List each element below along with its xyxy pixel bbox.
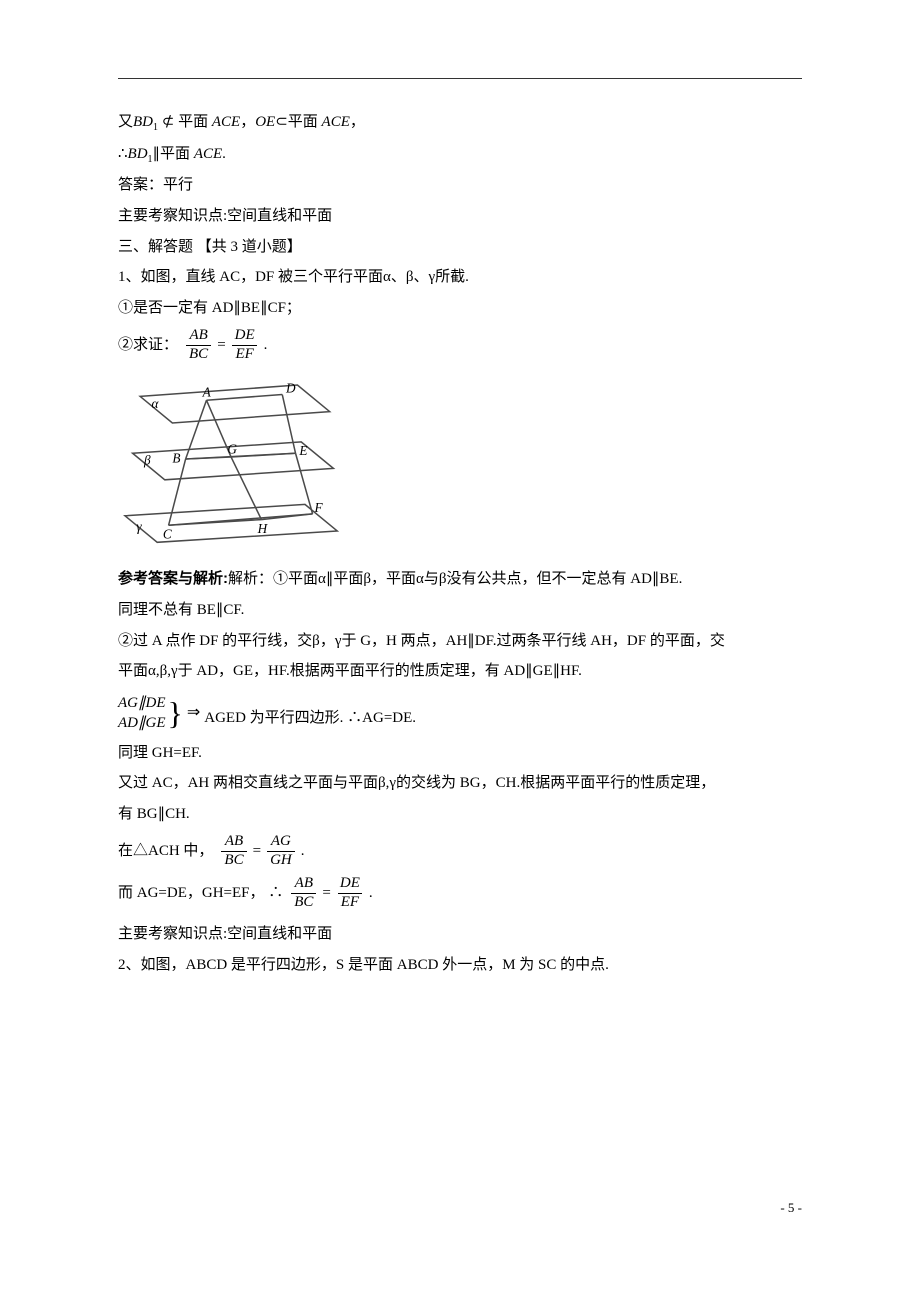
implies-arrow: ⇒ — [187, 697, 200, 730]
line-16: 有 BG∥CH. — [118, 799, 802, 830]
brace-conditions: AG∥DE AD∥GE — [118, 693, 166, 734]
denominator: GH — [267, 851, 295, 869]
fraction-ab-bc: AB BC — [291, 876, 316, 911]
page-number: - 5 - — [780, 1195, 802, 1222]
text: 解析：①平面α∥平面β，平面α与β没有公共点，但不一定总有 AD∥BE. — [228, 571, 682, 587]
line-12: 平面α,β,γ于 AD，GE，HF.根据两平面平行的性质定理，有 AD∥GE∥H… — [118, 656, 802, 687]
var-oe: OE — [255, 114, 275, 130]
numerator: AB — [186, 328, 210, 345]
svg-text:F: F — [313, 500, 323, 515]
numerator: AB — [222, 834, 246, 851]
text: ， — [350, 114, 365, 130]
denominator: BC — [291, 893, 316, 911]
line-1: 又BD1 ⊄ 平面 ACE，OE⊂平面 ACE， — [118, 107, 802, 139]
line-18-lead: 而 AG=DE，GH=EF， ∴ — [118, 878, 283, 909]
line-8-lead: ②求证： — [118, 330, 178, 361]
svg-text:H: H — [257, 521, 269, 536]
text: ， — [240, 114, 255, 130]
text: ∥平面 — [153, 146, 194, 162]
numerator: AB — [292, 876, 316, 893]
fraction-de-ef: DE EF — [337, 876, 363, 911]
line-11: ②过 A 点作 DF 的平行线，交β，γ于 G，H 两点，AH∥DF.过两条平行… — [118, 626, 802, 657]
line-15: 又过 AC，AH 两相交直线之平面与平面β,γ的交线为 BG，CH.根据两平面平… — [118, 768, 802, 799]
line-7: ①是否一定有 AD∥BE∥CF； — [118, 293, 802, 324]
fraction-de-ef: DE EF — [232, 328, 258, 363]
var-ace: ACE — [212, 114, 240, 130]
svg-text:A: A — [202, 385, 212, 400]
denominator: BC — [186, 345, 211, 363]
denominator: EF — [338, 893, 362, 911]
line-6: 1、如图，直线 AC，DF 被三个平行平面α、β、γ所截. — [118, 262, 802, 293]
line-9: 参考答案与解析:解析：①平面α∥平面β，平面α与β没有公共点，但不一定总有 AD… — [118, 564, 802, 595]
brace-tail: AGED 为平行四边形. ∴AG=DE. — [204, 703, 416, 734]
fraction-ag-gh: AG GH — [267, 834, 295, 869]
text: ∴ — [118, 146, 128, 162]
denominator: BC — [221, 851, 246, 869]
line-8-fraction-row: ②求证： AB BC = DE EF . — [118, 328, 802, 363]
brace-implication-row: AG∥DE AD∥GE } ⇒ AGED 为平行四边形. ∴AG=DE. — [118, 693, 802, 734]
line-10: 同理不总有 BE∥CF. — [118, 595, 802, 626]
svg-text:β: β — [143, 453, 151, 468]
line-2: ∴BD1∥平面 ACE. — [118, 139, 802, 171]
line-17-fraction-row: 在△ACH 中， AB BC = AG GH . — [118, 834, 802, 869]
text: 又 — [118, 114, 133, 130]
svg-text:D: D — [285, 381, 296, 396]
text: . — [222, 146, 226, 162]
equals: = — [249, 836, 265, 867]
fraction-ab-bc: AB BC — [221, 834, 246, 869]
cond-top: AG∥DE — [118, 693, 166, 713]
answer-label: 参考答案与解析: — [118, 570, 228, 587]
line-4: 主要考察知识点:空间直线和平面 — [118, 201, 802, 232]
line-17-lead: 在△ACH 中， — [118, 836, 213, 867]
line-3: 答案：平行 — [118, 170, 802, 201]
numerator: DE — [337, 876, 363, 893]
period: . — [264, 330, 268, 361]
svg-text:G: G — [227, 442, 237, 457]
svg-text:E: E — [298, 443, 307, 458]
denominator: EF — [232, 345, 256, 363]
svg-text:C: C — [163, 527, 172, 542]
text: ⊂平面 — [275, 114, 321, 130]
var-bd1: BD — [128, 146, 148, 162]
equals: = — [318, 878, 334, 909]
period: . — [301, 836, 305, 867]
numerator: AG — [268, 834, 294, 851]
line-20: 2、如图，ABCD 是平行四边形，S 是平面 ABCD 外一点，M 为 SC 的… — [118, 950, 802, 981]
svg-text:B: B — [172, 451, 180, 466]
fraction-ab-bc: AB BC — [186, 328, 211, 363]
line-18-fraction-row: 而 AG=DE，GH=EF， ∴ AB BC = DE EF . — [118, 876, 802, 911]
equals: = — [213, 330, 229, 361]
svg-text:γ: γ — [136, 519, 142, 534]
var-ace: ACE — [194, 146, 222, 162]
line-19: 主要考察知识点:空间直线和平面 — [118, 919, 802, 950]
numerator: DE — [232, 328, 258, 345]
var-ace: ACE — [322, 114, 350, 130]
cond-bot: AD∥GE — [118, 713, 166, 733]
line-14: 同理 GH=EF. — [118, 738, 802, 769]
period: . — [369, 878, 373, 909]
three-planes-diagram: α β γ A D B G E C H F — [118, 368, 348, 548]
text: 平面 — [178, 114, 212, 130]
var-bd1: BD — [133, 114, 153, 130]
svg-text:α: α — [152, 396, 160, 411]
top-rule — [118, 78, 802, 79]
notsubset-symbol: ⊄ — [158, 114, 178, 130]
right-brace: } — [168, 697, 183, 729]
line-5: 三、解答题 【共 3 道小题】 — [118, 232, 802, 263]
